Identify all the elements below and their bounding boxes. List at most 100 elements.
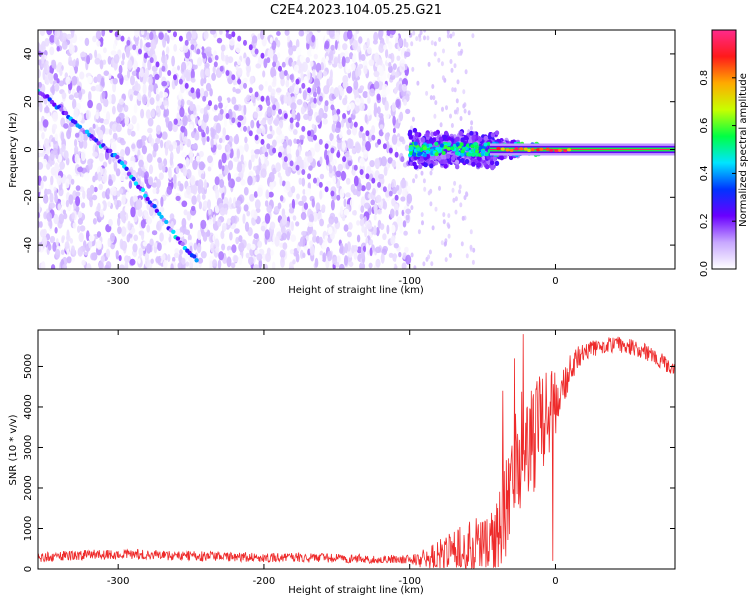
heatmap-cell	[202, 131, 206, 138]
heatmap-cell	[377, 76, 381, 82]
heatmap-cell	[316, 86, 321, 95]
heatmap-cell	[166, 46, 170, 55]
heatmap-cell	[184, 39, 189, 46]
heatmap-cell	[205, 46, 212, 52]
heatmap-cell	[98, 260, 104, 269]
heatmap-cell	[346, 150, 350, 158]
heatmap-cell	[159, 91, 164, 99]
heatmap-cell	[118, 255, 122, 262]
heatmap-cell	[444, 257, 448, 263]
heatmap-cell	[430, 261, 434, 267]
heatmap-cell	[485, 164, 490, 170]
heatmap-cell	[65, 178, 70, 189]
heatmap-cell	[179, 249, 183, 256]
heatmap-cell	[59, 107, 64, 112]
heatmap-cell	[243, 39, 247, 46]
heatmap-cell	[102, 106, 107, 114]
heatmap-cell	[382, 233, 387, 241]
colorbar-tick-label: 0.2	[699, 213, 710, 229]
heatmap-cell	[280, 96, 285, 105]
heatmap-cell	[51, 264, 56, 269]
heatmap-cell	[197, 257, 204, 264]
heatmap-cell	[206, 136, 210, 142]
heatmap-cell	[118, 98, 125, 105]
y-tick-label: 1000	[23, 516, 34, 541]
heatmap-cell	[229, 231, 233, 241]
heatmap-cell	[285, 79, 290, 88]
heatmap-cell	[134, 30, 140, 38]
heatmap-cell	[187, 234, 192, 242]
heatmap-cell	[148, 76, 153, 86]
heatmap-cell	[373, 102, 377, 112]
heatmap-cell	[47, 243, 52, 251]
heatmap-cell	[38, 186, 42, 193]
heatmap-cell	[417, 152, 422, 157]
heatmap-cell	[151, 65, 158, 72]
heatmap-cell	[401, 262, 407, 269]
heatmap-cell	[147, 127, 153, 134]
heatmap-cell	[78, 36, 84, 42]
heatmap-cell	[383, 31, 387, 37]
heatmap-cell	[353, 80, 359, 90]
heatmap-cell	[131, 115, 137, 125]
heatmap-cell	[339, 263, 345, 269]
heatmap-cell	[307, 130, 312, 137]
heatmap-cell	[199, 87, 205, 99]
heatmap-cell	[63, 123, 69, 129]
heatmap-cell	[283, 113, 288, 119]
heatmap-cell	[174, 228, 181, 236]
heatmap-cell	[376, 194, 382, 203]
heatmap-cell	[93, 186, 98, 193]
heatmap-cell	[299, 134, 305, 140]
heatmap-cell	[274, 235, 280, 247]
heatmap-cell	[412, 178, 416, 184]
heatmap-cell	[86, 230, 90, 242]
heatmap-cell	[433, 113, 437, 119]
heatmap-cell	[279, 195, 284, 202]
heatmap-cell	[267, 48, 274, 59]
heatmap-cell	[359, 157, 365, 167]
heatmap-cell	[389, 208, 395, 219]
heatmap-cell	[202, 112, 209, 123]
heatmap-cell	[50, 175, 54, 186]
heatmap-cell	[352, 210, 357, 216]
heatmap-cell	[410, 41, 414, 47]
heatmap-cell	[264, 213, 271, 224]
heatmap-cell	[457, 51, 461, 56]
heatmap-cell	[295, 121, 300, 128]
heatmap-cell	[115, 116, 122, 124]
heatmap-cell	[254, 91, 259, 98]
heatmap-cell	[38, 161, 44, 170]
heatmap-cell	[449, 33, 453, 39]
heatmap-cell	[138, 154, 144, 162]
heatmap-cell	[128, 180, 133, 189]
heatmap-cell	[173, 174, 177, 184]
heatmap-cell	[212, 259, 218, 267]
heatmap-cell	[471, 33, 475, 39]
heatmap-cell	[372, 188, 376, 196]
heatmap-cell	[85, 110, 90, 120]
heatmap-cell	[185, 157, 189, 168]
heatmap-cell	[43, 194, 49, 204]
heatmap-cell	[121, 60, 125, 66]
heatmap-cell	[52, 241, 57, 252]
heatmap-cell	[460, 137, 465, 143]
heatmap-cell	[180, 241, 185, 247]
heatmap-cell	[146, 243, 152, 254]
heatmap-cell	[286, 95, 292, 106]
heatmap-cell	[394, 151, 399, 158]
heatmap-cell	[227, 249, 233, 256]
heatmap-cell	[127, 123, 133, 130]
heatmap-cell	[171, 55, 176, 67]
heatmap-cell	[178, 35, 183, 42]
heatmap-cell	[144, 67, 150, 79]
heatmap-cell	[283, 95, 288, 104]
heatmap-cell	[359, 125, 364, 132]
heatmap-cell	[149, 57, 154, 64]
heatmap-cell	[162, 100, 169, 106]
heatmap-cell	[369, 247, 373, 257]
heatmap-cell	[253, 191, 258, 198]
heatmap-cell	[202, 95, 207, 102]
heatmap-cell	[342, 156, 347, 163]
heatmap-cell	[307, 173, 312, 180]
